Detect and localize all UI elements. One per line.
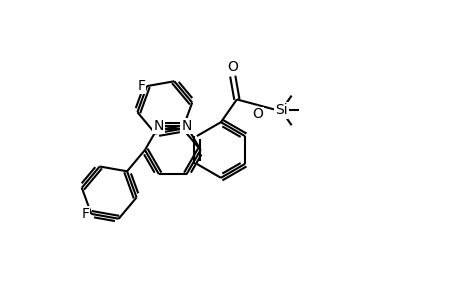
Text: O: O (227, 61, 238, 74)
Text: O: O (252, 107, 263, 121)
Text: N: N (153, 119, 164, 133)
Text: F: F (82, 207, 90, 221)
Text: N: N (181, 119, 191, 133)
Text: F: F (137, 79, 145, 93)
Text: Si: Si (274, 103, 287, 117)
